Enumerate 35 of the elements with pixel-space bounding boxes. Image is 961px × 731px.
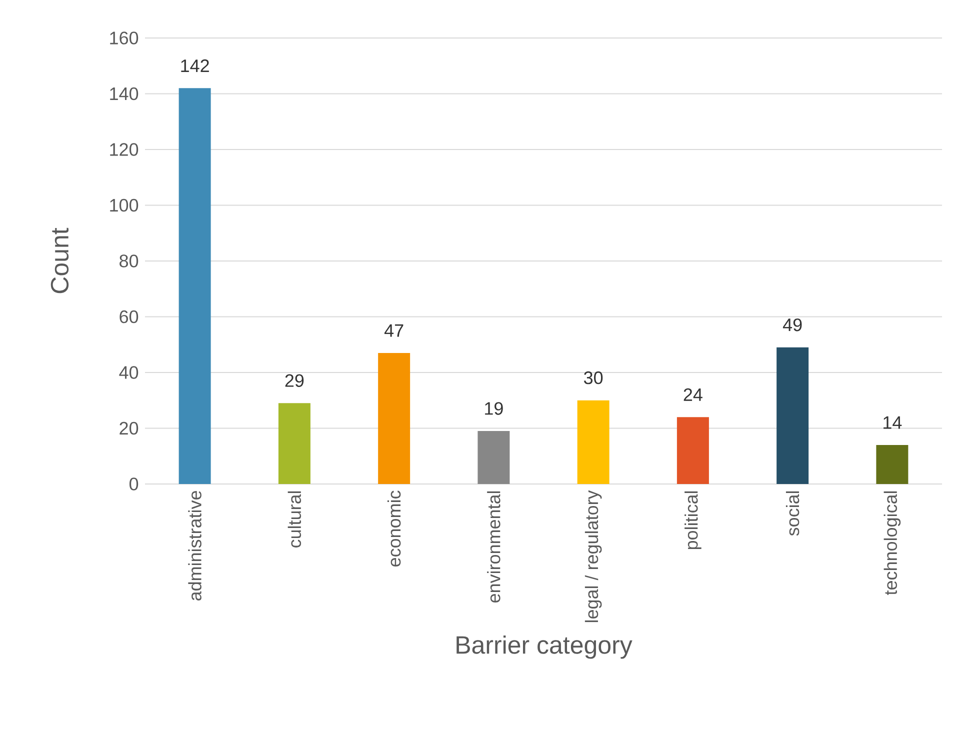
y-tick-label: 40 (119, 366, 138, 379)
bar (178, 88, 211, 484)
x-tick-label: economic (387, 490, 401, 566)
bar (676, 417, 709, 484)
data-label: 24 (684, 388, 702, 401)
x-axis-title: Barrier category (456, 635, 632, 659)
y-tick-label: 160 (110, 32, 138, 44)
data-label: 49 (782, 318, 802, 332)
x-tick-label: legal / regulatory (584, 490, 602, 622)
y-tick-label: 120 (110, 143, 138, 156)
x-tick-label: social (786, 491, 800, 536)
data-label: 14 (884, 416, 902, 429)
bar (876, 444, 908, 484)
bar (478, 431, 510, 484)
y-tick-label: 0 (129, 478, 138, 490)
data-label: 142 (181, 59, 209, 72)
y-tick-label: 140 (110, 87, 138, 100)
bar (378, 352, 410, 484)
y-tick-label: 60 (120, 310, 138, 324)
x-tick-label: environmental (487, 491, 500, 602)
x-tick-label: political (684, 491, 702, 550)
y-tick-label: 100 (110, 198, 138, 212)
y-tick-label: 80 (120, 254, 138, 268)
bar (776, 347, 809, 484)
y-tick-label: 20 (120, 422, 138, 435)
x-tick-label: cultural (288, 491, 302, 548)
data-label: 29 (285, 374, 304, 387)
y-axis-title: Count (50, 228, 69, 294)
bar (577, 400, 610, 484)
x-tick-label: administrative (188, 491, 202, 600)
data-label: 30 (584, 371, 603, 384)
data-label: 47 (384, 324, 404, 337)
data-label: 19 (485, 402, 503, 415)
x-tick-label: technological (884, 491, 901, 596)
bar (278, 403, 310, 484)
